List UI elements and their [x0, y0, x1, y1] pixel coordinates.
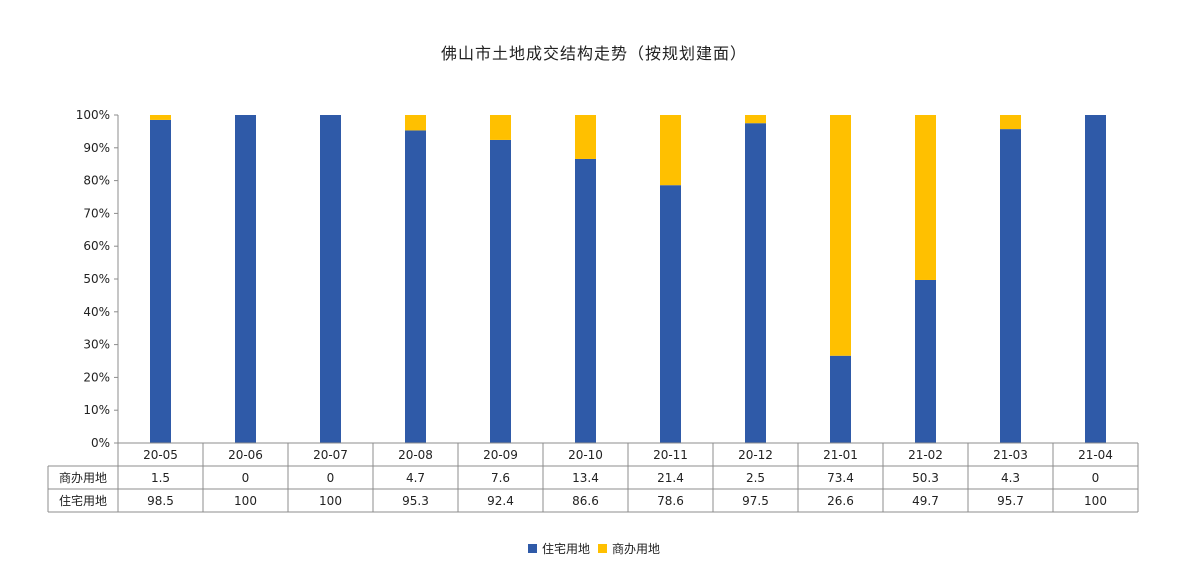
bar-residential-20-07 [320, 115, 341, 443]
table-cell-value: 26.6 [827, 494, 854, 508]
legend-item: 住宅用地 [527, 540, 590, 557]
table-cell-value: 100 [319, 494, 342, 508]
bar-residential-21-01 [830, 355, 851, 443]
table-cell-value: 95.3 [402, 494, 429, 508]
table-cell-value: 4.7 [406, 471, 425, 485]
y-tick-label: 40% [83, 305, 110, 319]
bar-commercial-20-08 [405, 115, 426, 131]
bar-residential-20-08 [405, 130, 426, 443]
y-tick-label: 20% [83, 370, 110, 384]
table-cell-value: 13.4 [572, 471, 599, 485]
bar-residential-20-12 [745, 123, 766, 443]
table-cell-value: 0 [1092, 471, 1100, 485]
bar-residential-21-02 [915, 279, 936, 443]
bar-commercial-20-05 [150, 115, 171, 120]
table-cell-value: 4.3 [1001, 471, 1020, 485]
table-cell-value: 98.5 [147, 494, 174, 508]
bar-commercial-20-12 [745, 115, 766, 124]
bar-residential-20-06 [235, 115, 256, 443]
bar-commercial-21-02 [915, 115, 936, 280]
table-cell-value: 86.6 [572, 494, 599, 508]
x-tick-label: 21-04 [1078, 448, 1113, 462]
y-tick-label: 50% [83, 272, 110, 286]
x-tick-label: 20-05 [143, 448, 178, 462]
table-cell-value: 49.7 [912, 494, 939, 508]
x-tick-label: 20-08 [398, 448, 433, 462]
legend-label: 商办用地 [612, 542, 661, 556]
bar-commercial-21-03 [1000, 115, 1021, 130]
y-axis: 0% 10% 20% 30% 40% 50% 60% 70% 80% 90% 100% [76, 108, 119, 450]
x-tick-label: 20-06 [228, 448, 263, 462]
bar-residential-20-10 [575, 158, 596, 443]
table-row-label: 商办用地 [59, 470, 107, 485]
bar-residential-20-05 [150, 119, 171, 444]
table-cell-value: 100 [1084, 494, 1107, 508]
data-table: 20-05 20-06 20-07 20-08 20-09 20-10 20-11 20-12… [47, 442, 1139, 513]
y-tick-label: 30% [83, 338, 110, 352]
table-row-label: 住宅用地 [59, 493, 107, 508]
table-cell-value: 92.4 [487, 494, 514, 508]
bar-commercial-20-10 [575, 115, 596, 159]
bar-residential-20-11 [660, 185, 681, 443]
bar-commercial-21-01 [830, 115, 851, 356]
x-tick-label: 21-03 [993, 448, 1028, 462]
x-tick-label: 21-02 [908, 448, 943, 462]
bar-residential-21-04 [1085, 115, 1106, 443]
table-cell-value: 50.3 [912, 471, 939, 485]
bar-commercial-20-11 [660, 115, 681, 186]
y-tick-label: 10% [83, 403, 110, 417]
x-tick-label: 20-07 [313, 448, 348, 462]
x-tick-label: 20-10 [568, 448, 603, 462]
legend-item: 商办用地 [598, 540, 660, 557]
x-tick-label: 20-11 [653, 448, 688, 462]
bars [150, 115, 1106, 444]
y-tick-label: 90% [83, 141, 110, 155]
legend-swatch [598, 544, 607, 553]
table-cell-value: 95.7 [997, 494, 1024, 508]
table-cell-value: 100 [234, 494, 257, 508]
table-cell-value: 7.6 [491, 471, 510, 485]
y-tick-label: 70% [83, 206, 110, 220]
chart-title: 佛山市土地成交结构走势（按规划建面） [440, 44, 747, 63]
table-cell-value: 21.4 [657, 471, 684, 485]
table-cell-value: 1.5 [151, 471, 170, 485]
y-tick-label: 60% [83, 239, 110, 253]
bar-commercial-20-09 [490, 115, 511, 140]
legend: 住宅用地 商办用地 [0, 540, 1188, 557]
legend-label: 住宅用地 [541, 542, 590, 556]
table-cell-value: 78.6 [657, 494, 684, 508]
x-tick-label: 21-01 [823, 448, 858, 462]
y-tick-label: 0% [91, 436, 110, 450]
table-cell-value: 0 [327, 471, 335, 485]
y-tick-label: 80% [83, 174, 110, 188]
table-cell-value: 2.5 [746, 471, 765, 485]
table-cell-value: 0 [242, 471, 250, 485]
x-tick-label: 20-12 [738, 448, 773, 462]
x-tick-label: 20-09 [483, 448, 518, 462]
bar-residential-20-09 [490, 139, 511, 444]
table-cell-value: 73.4 [827, 471, 854, 485]
table-cell-value: 97.5 [742, 494, 769, 508]
legend-swatch [527, 544, 537, 553]
bar-residential-21-03 [1000, 129, 1021, 443]
y-tick-label: 100% [76, 108, 110, 122]
